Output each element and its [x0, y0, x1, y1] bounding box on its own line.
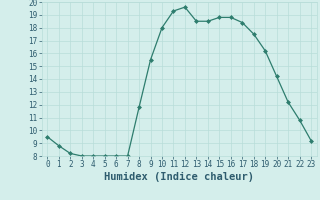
X-axis label: Humidex (Indice chaleur): Humidex (Indice chaleur) — [104, 172, 254, 182]
